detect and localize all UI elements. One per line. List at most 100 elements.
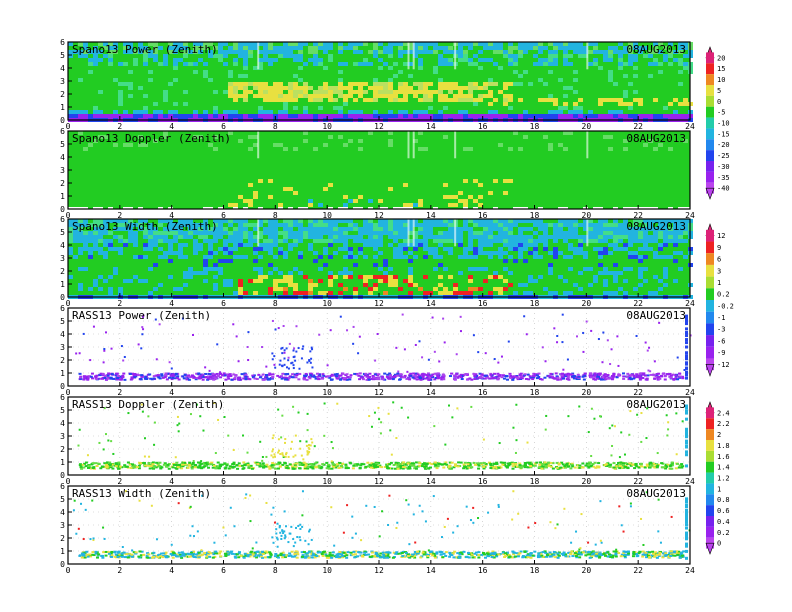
y-tick-label: 5: [60, 317, 65, 326]
colorbar-segment: [706, 346, 714, 359]
colorbar-label: 1.2: [717, 475, 730, 483]
colorbar-segment: [706, 161, 714, 172]
colorbar-label: 2.2: [717, 420, 730, 428]
y-tick-label: 2: [60, 534, 65, 543]
y-tick-label: 5: [60, 495, 65, 504]
y-tick-label: 1: [60, 369, 65, 378]
x-tick-label: 8: [273, 211, 278, 220]
panel-title: RASS13 Power (Zenith): [72, 309, 211, 322]
x-tick-label: 2: [117, 122, 122, 131]
colorbar-label: 20: [717, 54, 725, 62]
colorbar-label: 0.4: [717, 518, 730, 526]
colorbar-label: -10: [717, 120, 730, 128]
x-tick-label: 18: [530, 477, 540, 486]
colorbar-label: -15: [717, 130, 730, 138]
x-tick-label: 16: [478, 211, 488, 220]
y-tick-label: 3: [60, 254, 65, 263]
x-tick-label: 16: [478, 299, 488, 308]
x-tick-label: 6: [221, 388, 226, 397]
colorbar-segment: [706, 52, 714, 64]
x-tick-label: 20: [582, 299, 592, 308]
colorbar-label: 3: [717, 267, 721, 275]
colorbar-label: -9: [717, 349, 725, 357]
colorbar-segment: [706, 276, 714, 289]
x-tick-label: 4: [169, 477, 174, 486]
colorbar-segment: [706, 300, 714, 312]
x-tick-label: 18: [530, 122, 540, 131]
colorbar-segment: [706, 74, 714, 85]
panel-date: 08AUG2013: [626, 398, 686, 411]
colorbar-segment: [706, 335, 714, 347]
colorbar-label: -40: [717, 185, 730, 193]
colorbar-segment: [706, 526, 714, 538]
y-tick-label: 3: [60, 343, 65, 352]
colorbar-label: 0.8: [717, 496, 730, 504]
x-tick-label: 4: [169, 566, 174, 575]
panel-date: 08AUG2013: [626, 220, 686, 233]
x-tick-label: 10: [322, 388, 332, 397]
colorbar-segment: [706, 63, 714, 75]
panel-title: Spano13 Doppler (Zenith): [72, 132, 231, 145]
x-tick-label: 12: [374, 388, 384, 397]
colorbar-label: 1.8: [717, 442, 730, 450]
colorbar-segment: [706, 418, 714, 430]
colorbar-segment: [706, 505, 714, 516]
y-tick-label: 0: [60, 471, 65, 480]
colorbar-label: -5: [717, 109, 725, 117]
x-tick-label: 12: [374, 477, 384, 486]
y-tick-label: 6: [60, 482, 65, 491]
y-tick-label: 0: [60, 116, 65, 125]
colorbar-segment: [706, 516, 714, 527]
y-tick-label: 6: [60, 215, 65, 224]
x-tick-label: 4: [169, 299, 174, 308]
y-tick-label: 1: [60, 547, 65, 556]
x-tick-label: 22: [633, 388, 643, 397]
panel-title: Spano13 Width (Zenith): [72, 220, 218, 233]
x-tick-label: 4: [169, 122, 174, 131]
x-tick-label: 20: [582, 122, 592, 131]
y-tick-label: 0: [60, 382, 65, 391]
x-tick-label: 4: [169, 211, 174, 220]
colorbar-label: -12: [717, 361, 730, 369]
colorbar-bottom-arrow: [705, 364, 715, 377]
y-tick-label: 0: [60, 560, 65, 569]
x-tick-label: 8: [273, 122, 278, 131]
colorbar-bottom-arrow: [705, 187, 715, 200]
x-tick-label: 10: [322, 122, 332, 131]
colorbar-segment: [706, 106, 714, 118]
x-tick-label: 22: [633, 211, 643, 220]
x-tick-label: 6: [221, 211, 226, 220]
colorbar-segment: [706, 429, 714, 440]
panel-title: RASS13 Doppler (Zenith): [72, 398, 224, 411]
x-tick-label: 22: [633, 566, 643, 575]
colorbar-segment: [706, 450, 714, 462]
x-tick-label: 16: [478, 388, 488, 397]
x-tick-label: 24: [685, 211, 695, 220]
colorbar-label: 10: [717, 76, 725, 84]
colorbar-segment: [706, 264, 714, 277]
x-tick-label: 10: [322, 211, 332, 220]
x-tick-label: 16: [478, 122, 488, 131]
x-tick-label: 14: [426, 299, 436, 308]
x-tick-label: 6: [221, 477, 226, 486]
colorbar-label: 0.2: [717, 291, 730, 299]
colorbar-label: -35: [717, 174, 730, 182]
colorbar-segment: [706, 483, 714, 495]
x-tick-label: 18: [530, 211, 540, 220]
x-tick-label: 12: [374, 122, 384, 131]
y-tick-label: 4: [60, 330, 65, 339]
colorbar-label: 2: [717, 431, 721, 439]
x-tick-label: 10: [322, 566, 332, 575]
x-tick-label: 20: [582, 211, 592, 220]
colorbar-label: 0: [717, 540, 721, 548]
y-tick-label: 1: [60, 103, 65, 112]
colorbar-segment: [706, 472, 714, 484]
colorbar-segment: [706, 461, 714, 473]
y-tick-label: 2: [60, 267, 65, 276]
y-tick-label: 5: [60, 406, 65, 415]
